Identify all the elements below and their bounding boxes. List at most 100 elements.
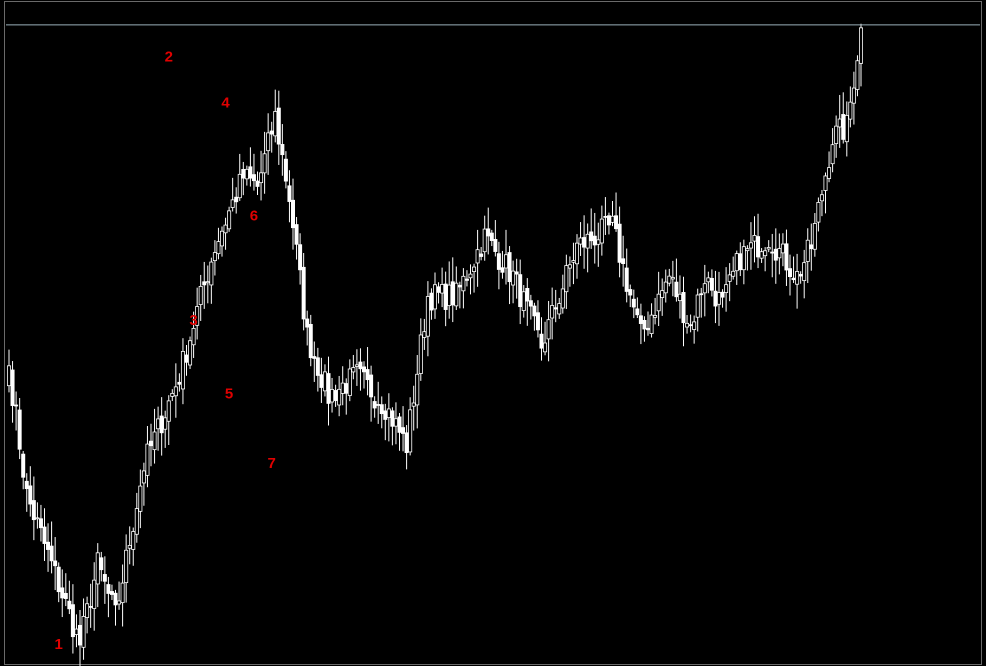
candle-body-down bbox=[582, 237, 587, 248]
candle-body-up bbox=[461, 275, 466, 292]
candle-body-down bbox=[379, 404, 384, 415]
candle-body-up bbox=[503, 254, 508, 269]
candle-body-up bbox=[777, 248, 782, 259]
candle-body-down bbox=[10, 369, 15, 406]
candle-body-down bbox=[624, 267, 629, 292]
candle-body-up bbox=[425, 296, 430, 337]
candle-body-down bbox=[290, 199, 295, 229]
candle-body-down bbox=[56, 566, 61, 593]
candle-body-down bbox=[486, 228, 491, 237]
candle-body-up bbox=[219, 230, 224, 247]
candle-body-up bbox=[834, 125, 839, 144]
candle-body-down bbox=[70, 604, 75, 638]
candle-body-down bbox=[49, 545, 54, 562]
candle-body-up bbox=[127, 545, 132, 549]
candle-body-up bbox=[92, 579, 97, 609]
candle-body-up bbox=[731, 270, 736, 277]
candle-body-down bbox=[376, 404, 381, 406]
candle-body-down bbox=[635, 308, 640, 316]
candle-body-up bbox=[827, 167, 832, 179]
candle-body-up bbox=[759, 251, 764, 259]
candle-body-up bbox=[216, 241, 221, 255]
candle-body-down bbox=[514, 271, 519, 275]
candle-body-down bbox=[21, 453, 26, 478]
candle-body-down bbox=[319, 374, 324, 388]
candle-body-up bbox=[702, 283, 707, 294]
candle-body-down bbox=[507, 252, 512, 283]
candle-body-down bbox=[709, 277, 714, 291]
candle-body-down bbox=[603, 216, 608, 218]
candle-body-up bbox=[134, 508, 139, 535]
candle-body-down bbox=[248, 166, 253, 179]
candle-body-up bbox=[546, 319, 551, 340]
candle-body-up bbox=[227, 210, 232, 230]
candle-body-down bbox=[770, 251, 775, 254]
candle-body-down bbox=[333, 390, 338, 401]
candle-body-up bbox=[259, 172, 264, 184]
candle-body-up bbox=[837, 118, 842, 128]
candle-body-down bbox=[500, 267, 505, 273]
candle-body-down bbox=[489, 232, 494, 241]
candle-body-down bbox=[841, 114, 846, 140]
candle-body-up bbox=[170, 392, 175, 397]
candle-body-up bbox=[823, 175, 828, 191]
candle-body-up bbox=[152, 431, 157, 451]
candle-body-up bbox=[163, 417, 168, 430]
candle-body-up bbox=[564, 265, 569, 293]
candle-body-up bbox=[322, 371, 327, 392]
candle-body-up bbox=[727, 274, 732, 282]
candle-body-down bbox=[53, 560, 58, 567]
candle-body-up bbox=[844, 114, 849, 143]
candle-body-down bbox=[276, 107, 281, 145]
candle-body-down bbox=[14, 404, 19, 407]
candle-body-down bbox=[241, 169, 246, 179]
candle-body-up bbox=[223, 224, 228, 234]
candle-body-down bbox=[457, 284, 462, 288]
candle-body-up bbox=[599, 218, 604, 244]
candle-body-up bbox=[393, 418, 398, 427]
candle-body-down bbox=[42, 526, 47, 544]
candle-body-down bbox=[383, 410, 388, 420]
candle-body-down bbox=[280, 144, 285, 156]
candle-body-down bbox=[17, 409, 22, 450]
candle-body-up bbox=[685, 322, 690, 328]
candle-body-down bbox=[46, 541, 51, 550]
candle-body-up bbox=[610, 215, 615, 223]
wave-label-1: 1 bbox=[55, 636, 63, 653]
candle-body-up bbox=[408, 409, 413, 453]
candle-body-up bbox=[244, 168, 249, 180]
candle-body-down bbox=[638, 315, 643, 324]
candle-body-up bbox=[855, 60, 860, 90]
candle-body-up bbox=[653, 315, 658, 318]
candle-body-down bbox=[532, 305, 537, 317]
candle-body-up bbox=[851, 87, 856, 104]
candle-body-up bbox=[695, 294, 700, 318]
candle-body-up bbox=[117, 600, 122, 605]
candle-body-up bbox=[273, 111, 278, 137]
candle-body-down bbox=[365, 369, 370, 381]
candle-body-down bbox=[464, 278, 469, 281]
candle-body-down bbox=[450, 281, 455, 306]
candle-body-down bbox=[738, 253, 743, 271]
candle-body-up bbox=[667, 275, 672, 284]
candle-body-up bbox=[670, 277, 675, 280]
candle-body-up bbox=[752, 235, 757, 242]
candle-body-up bbox=[418, 334, 423, 374]
candle-body-up bbox=[763, 250, 768, 257]
candle-body-down bbox=[308, 323, 313, 359]
candle-body-down bbox=[78, 624, 83, 646]
candle-body-up bbox=[209, 261, 214, 286]
candle-body-up bbox=[511, 270, 516, 286]
candle-body-up bbox=[188, 340, 193, 366]
candle-body-down bbox=[784, 243, 789, 271]
candle-body-up bbox=[173, 386, 178, 397]
candle-body-up bbox=[649, 314, 654, 334]
candle-body-down bbox=[528, 300, 533, 307]
candle-body-down bbox=[404, 432, 409, 454]
candle-body-up bbox=[819, 194, 824, 202]
candle-body-up bbox=[138, 485, 143, 512]
candle-body-up bbox=[830, 144, 835, 165]
candle-body-down bbox=[617, 223, 622, 263]
